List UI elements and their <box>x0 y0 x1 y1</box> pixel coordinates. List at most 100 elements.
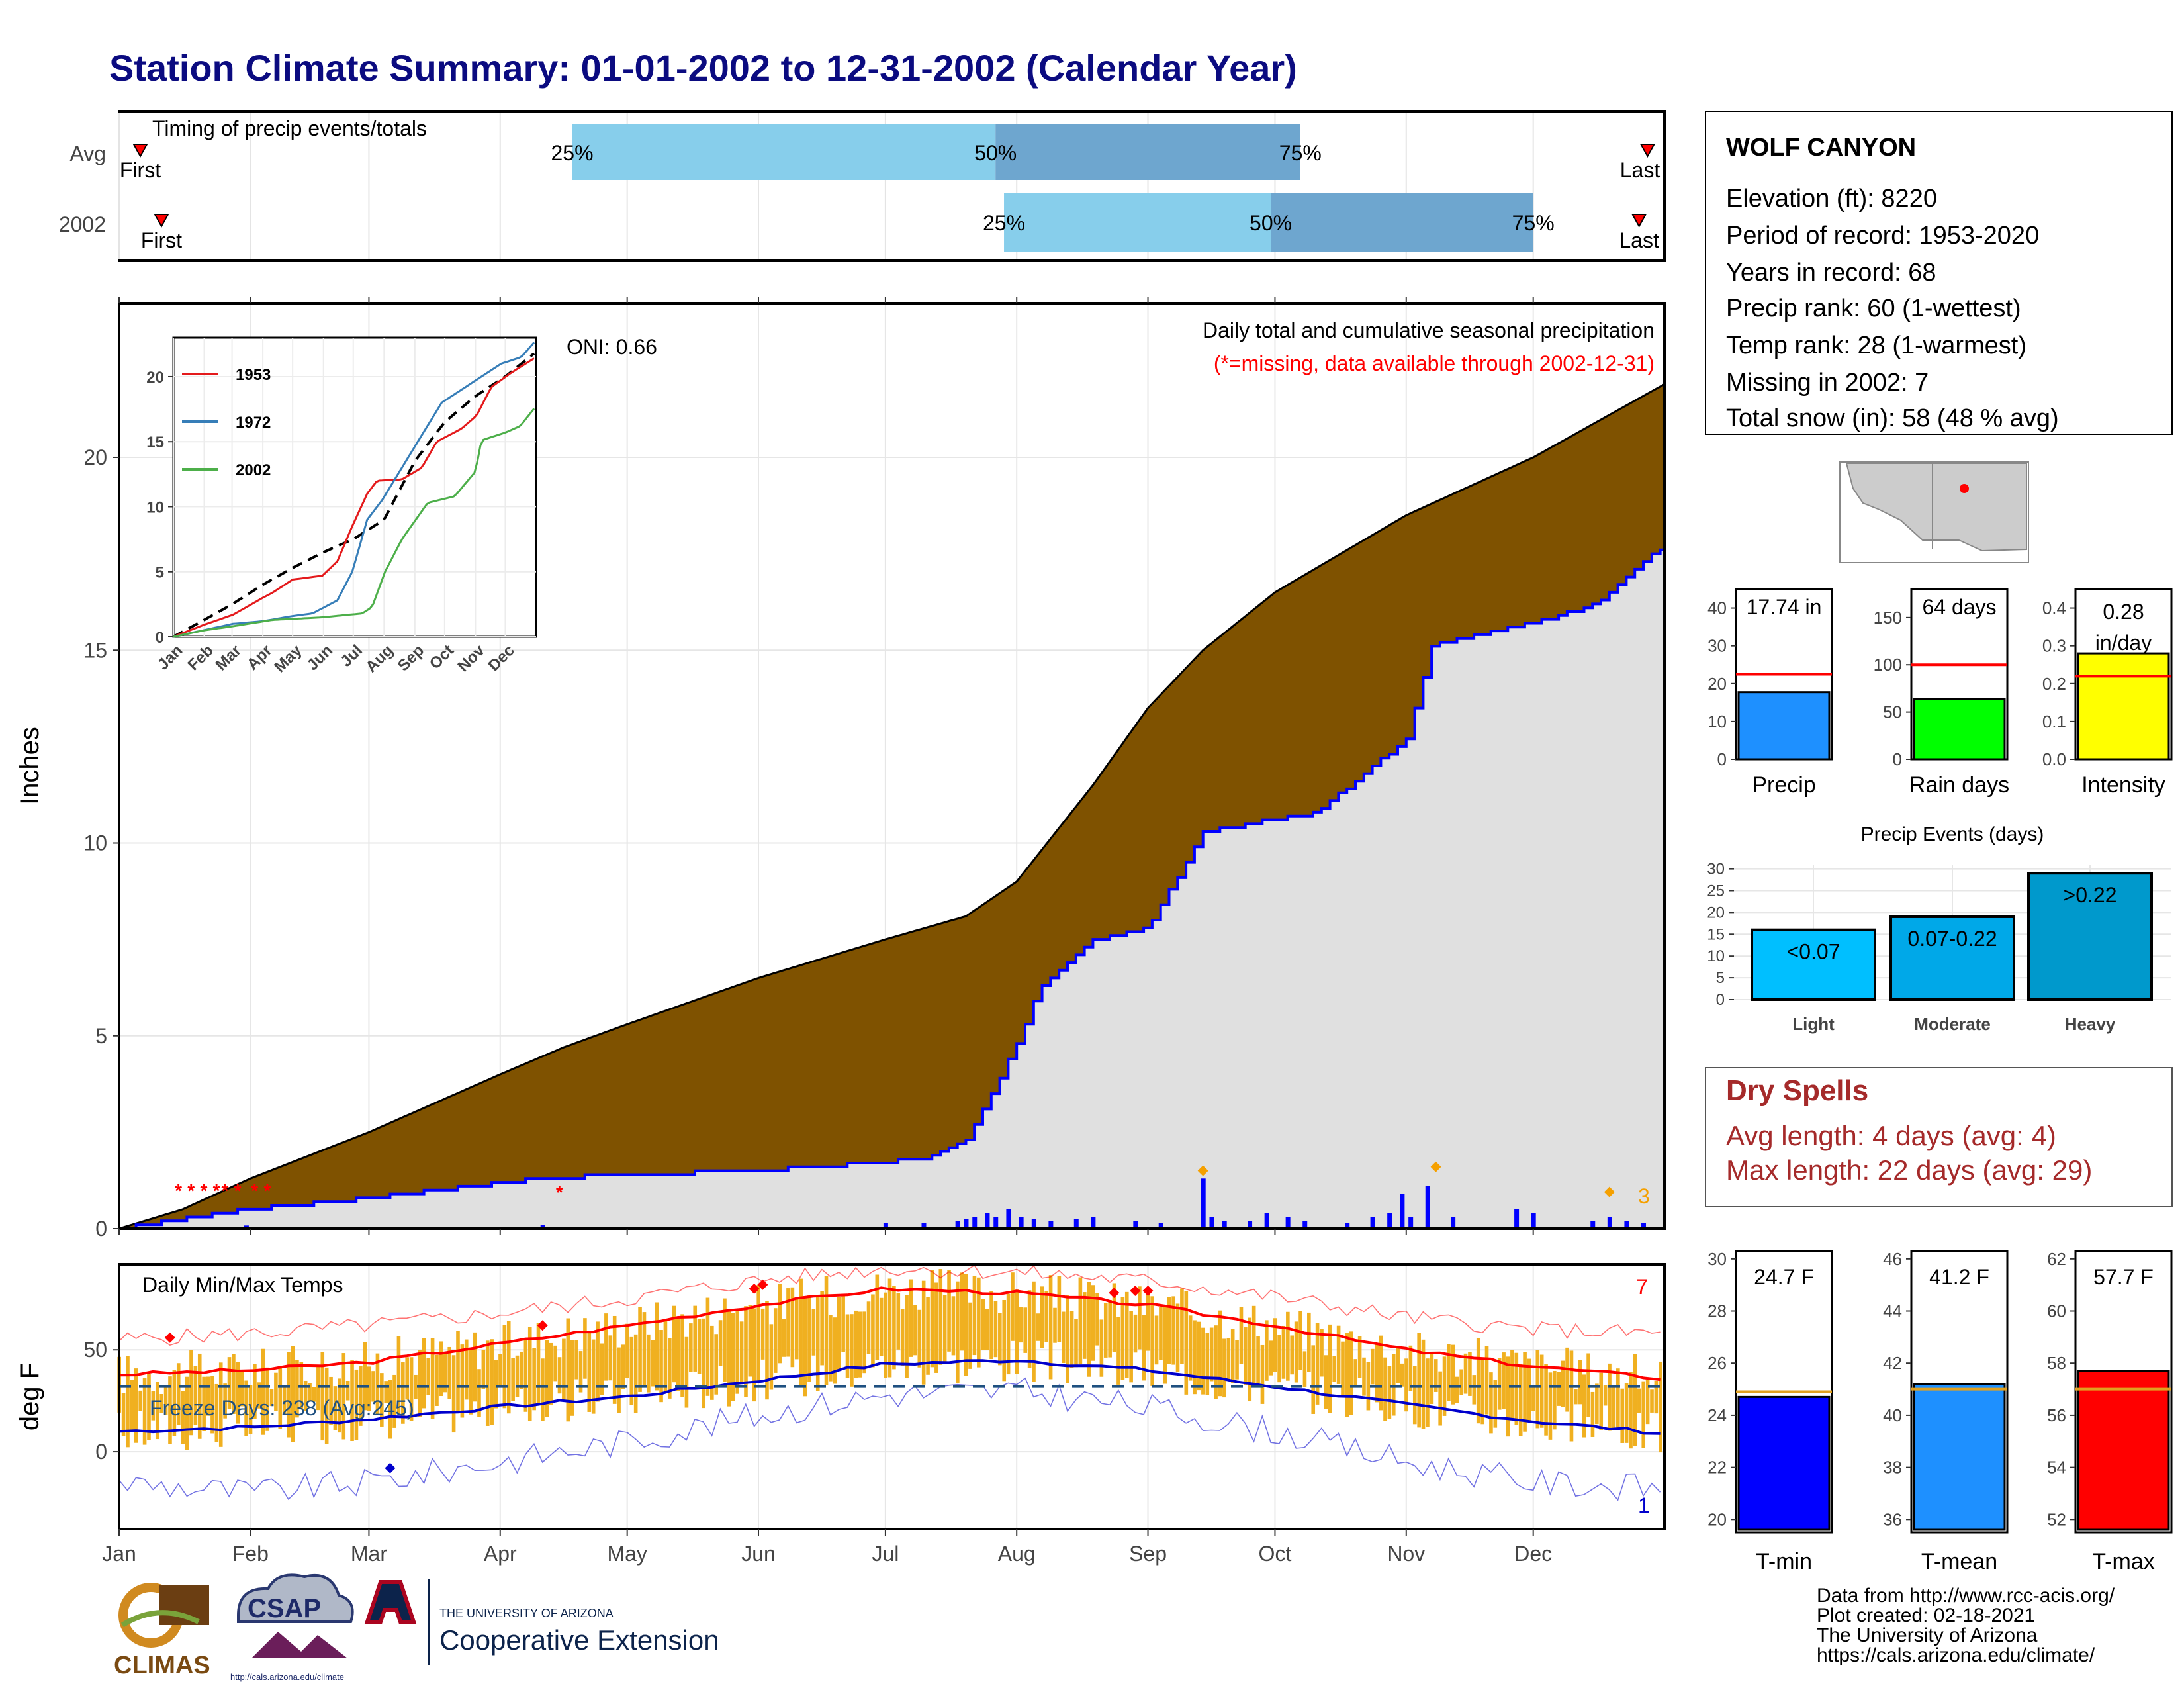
temp-range-bar <box>1142 1315 1146 1381</box>
inset-y-tick-label: 10 <box>146 498 164 516</box>
temp-range-bar <box>126 1356 130 1448</box>
temp-range-bar <box>845 1314 850 1378</box>
mini-bar-tick-label: 0 <box>1893 749 1902 769</box>
ua-logo: THE UNIVERSITY OF ARIZONA Cooperative Ex… <box>364 1579 719 1665</box>
inset-series-lines <box>173 342 535 638</box>
temp-range-bar <box>401 1362 405 1424</box>
daily-precip-bar <box>1091 1217 1096 1229</box>
temp-range-bar <box>1235 1340 1239 1380</box>
temp-range-bar <box>181 1391 185 1444</box>
temp-bar-tick-label: 22 <box>1707 1458 1727 1477</box>
temp-range-bar <box>1167 1297 1171 1364</box>
temp-range-bar <box>1497 1358 1502 1410</box>
temp-range-bar <box>1320 1329 1324 1377</box>
climas-logo: CLIMAS <box>111 1583 210 1679</box>
daily-precip-bar <box>1345 1223 1350 1229</box>
temp-bar-label: T-min <box>1756 1549 1812 1574</box>
temp-range-bar <box>1527 1358 1531 1422</box>
temp-range-bar <box>833 1317 837 1384</box>
temp-range-bar <box>1645 1380 1650 1425</box>
timing-q25-q50-bar <box>1004 193 1271 252</box>
temp-panel: 0 50 Jan Feb Mar Apr May Jun Jul Aug Sep Oct Nov Dec… <box>15 1263 1666 1566</box>
temp-range-bar <box>371 1371 375 1402</box>
station-info-box: WOLF CANYON Elevation (ft): 8220 Period … <box>1705 111 2173 435</box>
temp-range-bar <box>1011 1272 1015 1341</box>
temp-range-bar <box>591 1339 596 1414</box>
events-bar-heavy <box>2027 872 2153 1001</box>
month-label: Jun <box>741 1542 776 1566</box>
temp-range-bar <box>506 1321 511 1414</box>
temp-range-bar <box>1531 1386 1535 1411</box>
temp-range-bar <box>647 1334 651 1393</box>
temp-range-bar <box>435 1354 439 1406</box>
extreme-markers <box>1197 1161 1615 1197</box>
temp-range-bar <box>227 1357 232 1409</box>
temp-range-bar <box>934 1282 938 1373</box>
temp-range-bar <box>633 1334 638 1413</box>
temp-range-bar <box>612 1315 617 1404</box>
temp-range-bar <box>257 1382 261 1409</box>
timing-q50-q75-bar <box>1271 193 1533 252</box>
temp-bar-tick-label: 36 <box>1883 1509 1902 1529</box>
temp-range-bar <box>680 1314 684 1397</box>
temp-range-bar <box>481 1350 486 1389</box>
temp-range-bar <box>663 1319 668 1391</box>
temp-range-bar <box>900 1309 905 1366</box>
temp-range-bar <box>142 1378 147 1445</box>
temp-range-bar <box>947 1270 951 1352</box>
temp-range-bar <box>1387 1366 1392 1419</box>
temp-range-bar <box>469 1350 473 1415</box>
temp-range-bar <box>375 1353 380 1415</box>
temp-range-bar <box>1023 1307 1028 1353</box>
temp-range-bar <box>1578 1360 1582 1405</box>
temp-range-bar <box>811 1309 816 1356</box>
temp-range-bar <box>596 1321 600 1402</box>
temp-range-bar <box>418 1350 422 1417</box>
daily-precip-bar <box>964 1219 969 1229</box>
missing-asterisk: * <box>175 1180 182 1201</box>
temp-range-bar <box>527 1327 532 1421</box>
temp-range-bar <box>938 1269 943 1365</box>
temp-range-bar <box>1074 1319 1078 1368</box>
temp-range-bar <box>794 1299 799 1360</box>
events-bar-value-label: 0.07-0.22 <box>1907 927 1997 951</box>
ua-logo-small-text: THE UNIVERSITY OF ARIZONA <box>439 1607 614 1620</box>
temp-bar-tick-label: 62 <box>2047 1249 2066 1269</box>
temp-range-bar <box>291 1346 295 1442</box>
temp-range-bar <box>253 1364 257 1419</box>
temp-range-bar <box>1430 1352 1434 1405</box>
daily-precip-bar <box>921 1223 927 1229</box>
temp-range-bar <box>1108 1299 1112 1358</box>
temp-range-bar <box>1506 1356 1510 1437</box>
events-bar-category-label: Moderate <box>1914 1014 1991 1034</box>
temp-range-bar <box>147 1373 151 1440</box>
temp-range-bar <box>1222 1338 1226 1398</box>
temp-y-label: deg F <box>15 1363 44 1430</box>
inset-legend-label: 2002 <box>236 461 271 479</box>
mini-bar-tick-label: 20 <box>1707 674 1727 694</box>
missing-asterisk: * <box>200 1180 207 1201</box>
temp-range-bar <box>1412 1366 1417 1425</box>
temp-range-bar <box>693 1305 698 1372</box>
temp-range-bar <box>998 1313 1002 1366</box>
temp-range-bar <box>1544 1364 1548 1436</box>
mini-bar-tick-label: 10 <box>1707 712 1727 731</box>
temp-range-bar <box>989 1291 993 1360</box>
temp-range-bar <box>1188 1315 1193 1381</box>
missing-markers: * * * * * * * * * <box>175 1180 563 1203</box>
average-max-line <box>118 1286 1661 1382</box>
temp-range-bar <box>1286 1311 1290 1381</box>
mini-bar-value-precip <box>1737 691 1831 761</box>
temp-range-bar <box>1324 1355 1328 1409</box>
temp-range-bar <box>185 1376 189 1450</box>
temp-range-bar <box>1438 1371 1442 1426</box>
temp-range-bar <box>1265 1320 1269 1381</box>
temp-range-bar <box>1180 1288 1184 1364</box>
ua-block-a-icon <box>364 1580 417 1624</box>
temp-bar-value-label: 41.2 F <box>1929 1265 1989 1289</box>
station-period: Period of record: 1953-2020 <box>1726 222 2039 250</box>
temp-y-tick-label: 0 <box>95 1440 107 1464</box>
ua-logo-big-text: Cooperative Extension <box>439 1624 719 1656</box>
temp-range-bar <box>1565 1347 1569 1412</box>
timing-q25-label: 25% <box>983 211 1025 235</box>
